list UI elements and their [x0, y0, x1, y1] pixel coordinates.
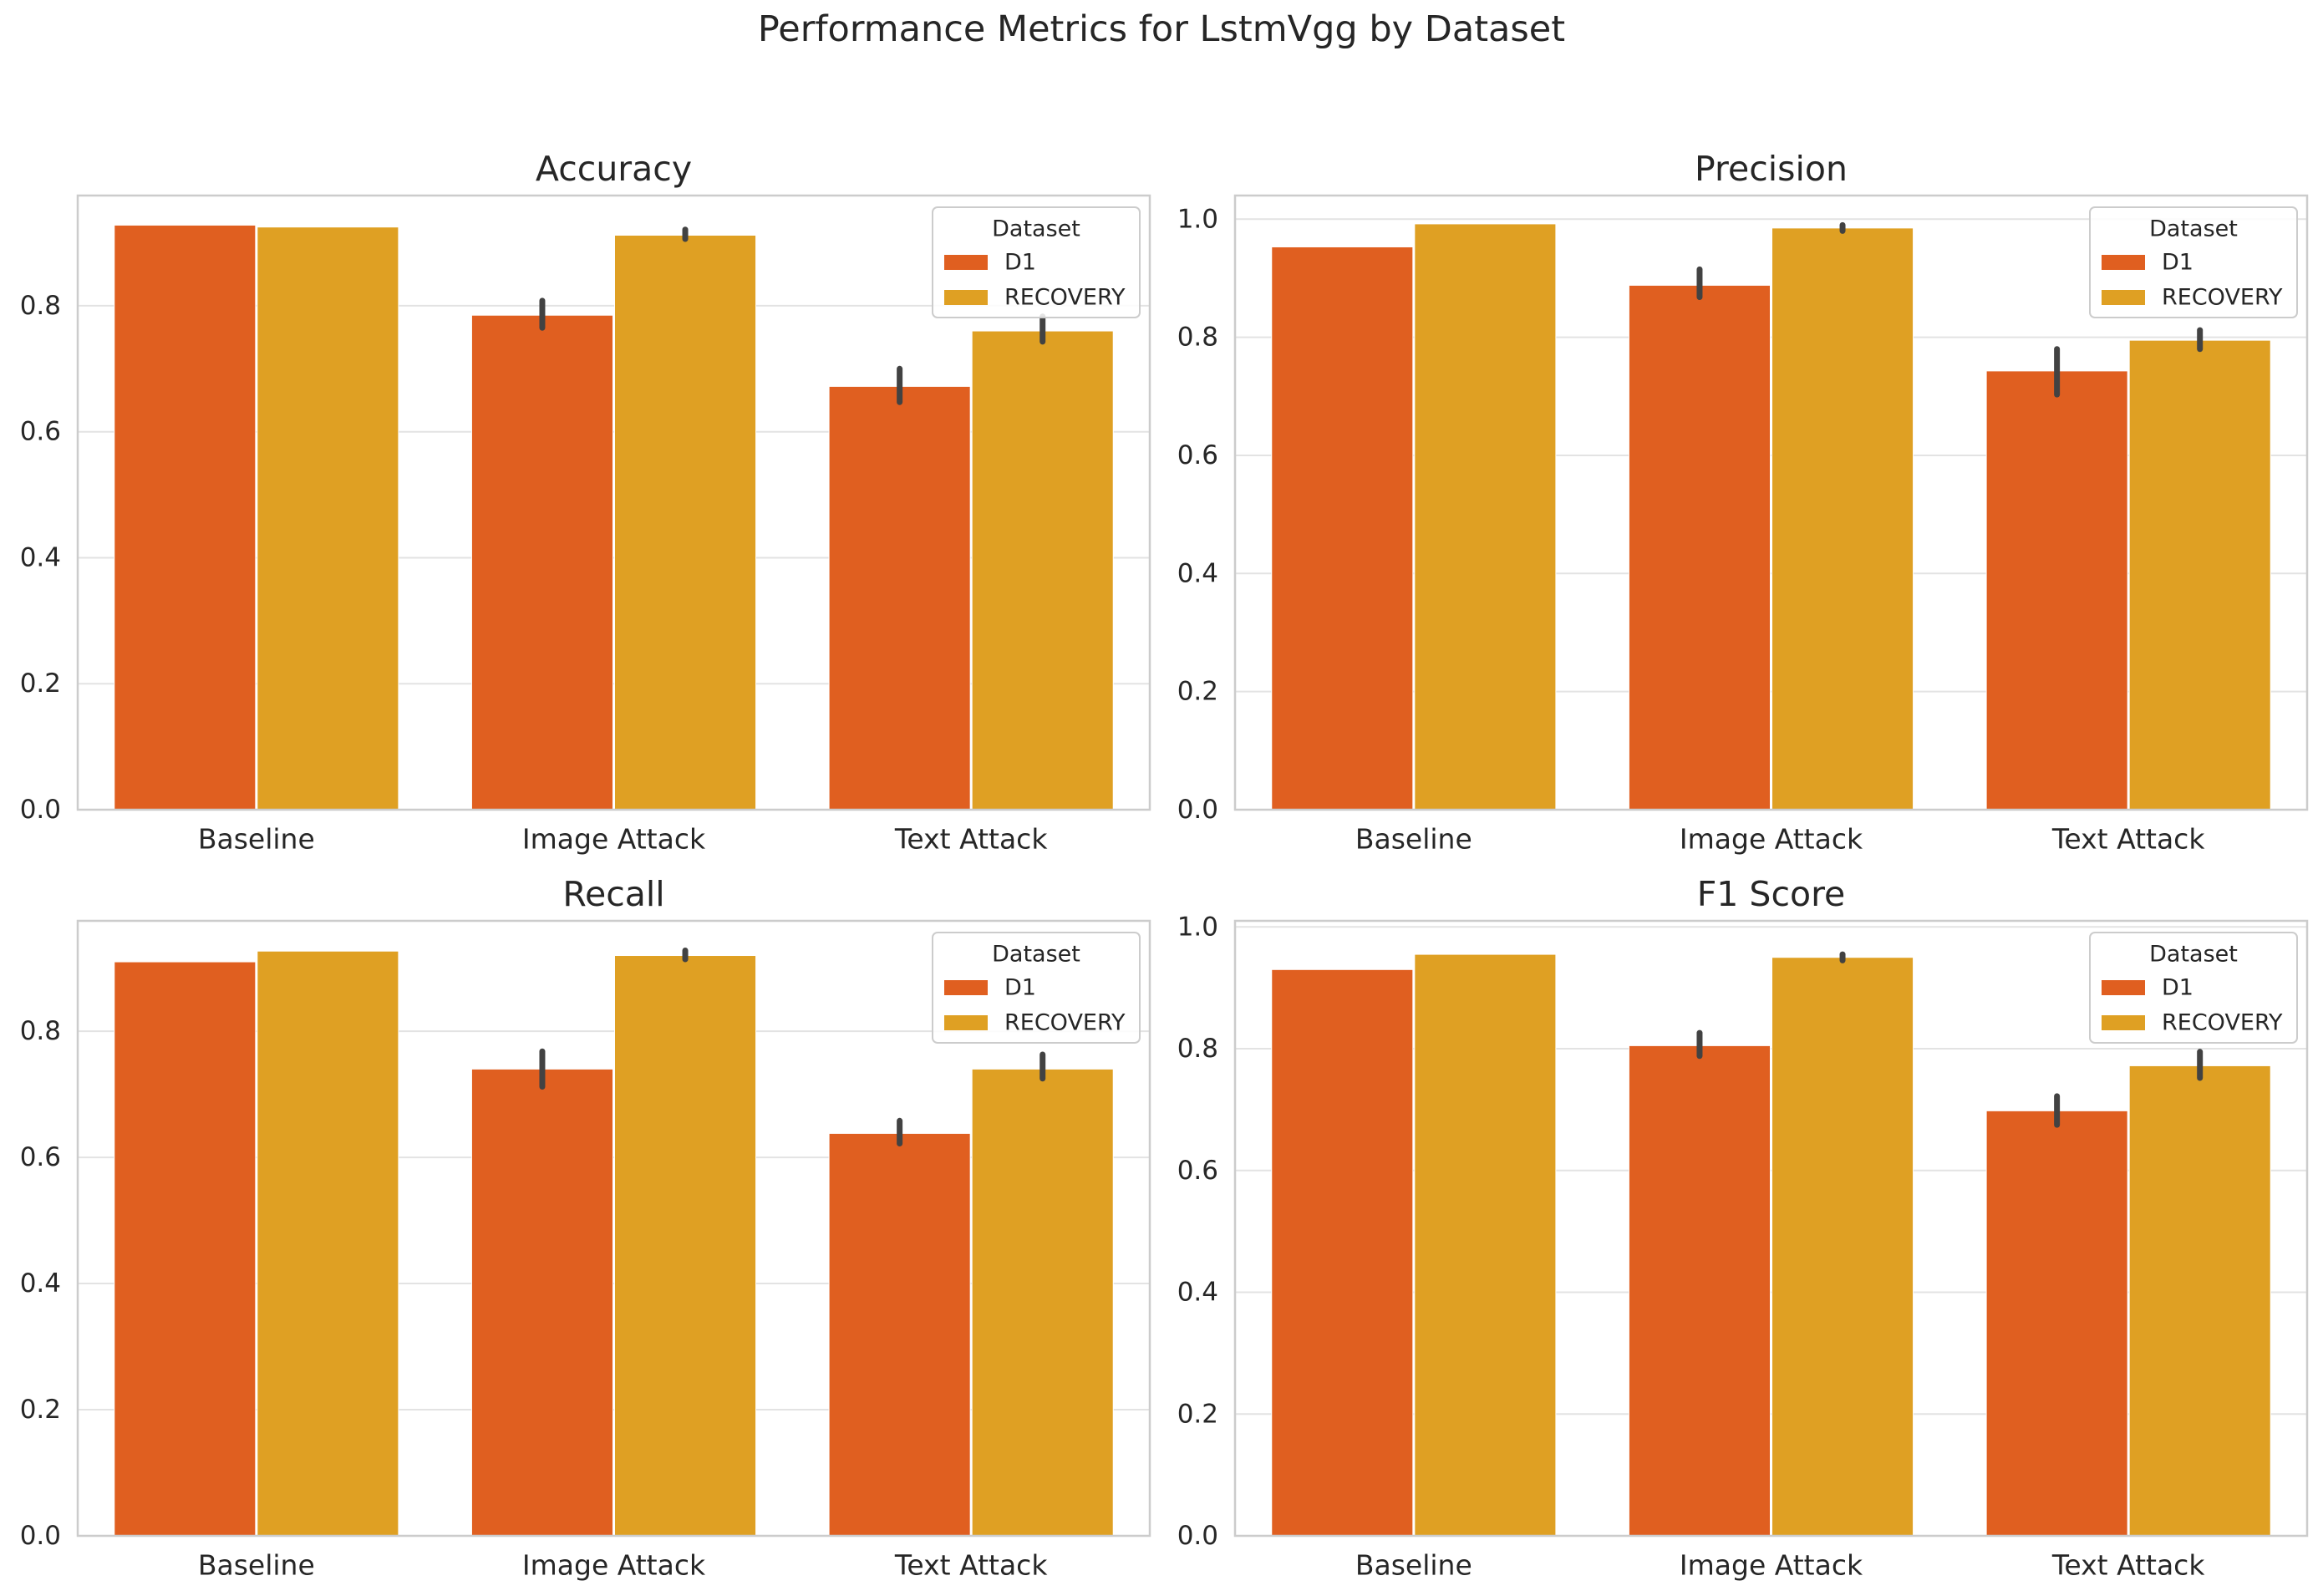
- bar-recovery: [2128, 339, 2271, 811]
- legend-swatch-recovery: [944, 1015, 988, 1030]
- y-tick-label: 0.2: [1177, 1399, 1218, 1429]
- chart-panel-1: 0.0 0.2 0.4 0.6 0.8 Baseline Image Attack Text …: [20, 149, 1151, 856]
- x-tick-label: Text Attack: [894, 823, 1048, 856]
- chart-panel-2: 0.0 0.2 0.4 0.6 0.8 1.0 Baseline Image Attack Te…: [1177, 149, 2309, 856]
- bar-recovery: [1771, 227, 1914, 811]
- legend: Dataset D1 RECOVERY: [2089, 206, 2298, 318]
- bar-d1: [1271, 246, 1414, 811]
- legend: Dataset D1 RECOVERY: [2089, 932, 2298, 1044]
- y-tick-label: 0.0: [20, 795, 61, 825]
- x-tick-label: Baseline: [198, 823, 315, 856]
- legend-title: Dataset: [2149, 942, 2238, 968]
- y-tick-label: 0.8: [20, 291, 61, 321]
- bar-d1: [828, 1132, 971, 1537]
- bar-recovery: [614, 955, 757, 1537]
- y-tick-label: 0.0: [1177, 795, 1218, 825]
- bar-recovery: [2128, 1065, 2271, 1537]
- y-tick-label: 0.6: [20, 1142, 61, 1172]
- bar-d1: [1985, 370, 2128, 811]
- y-tick-label: 0.8: [20, 1016, 61, 1046]
- x-tick-label: Baseline: [1355, 1549, 1472, 1582]
- axes-frame: [1233, 919, 2309, 1538]
- legend-title: Dataset: [2149, 216, 2238, 242]
- bar-d1: [1271, 968, 1414, 1537]
- legend-swatch-d1: [944, 255, 988, 270]
- x-tick-label: Text Attack: [894, 1549, 1048, 1582]
- x-tick-label: Image Attack: [1680, 823, 1863, 856]
- subplot-title: F1 Score: [1697, 874, 1846, 914]
- subplot-title: Recall: [562, 874, 664, 914]
- legend-label: RECOVERY: [1004, 1010, 1126, 1036]
- y-tick-label: 0.4: [20, 1268, 61, 1299]
- bar-d1: [114, 224, 257, 811]
- bar-recovery: [614, 234, 757, 811]
- y-tick-label: 0.2: [1177, 677, 1218, 707]
- y-tick-label: 0.4: [1177, 1278, 1218, 1308]
- y-tick-label: 0.8: [1177, 323, 1218, 353]
- axes-frame: [76, 919, 1151, 1538]
- x-tick-label: Text Attack: [2051, 1549, 2205, 1582]
- legend-label: D1: [2162, 975, 2193, 1001]
- legend-swatch-d1: [2102, 255, 2145, 270]
- legend-swatch-recovery: [2102, 290, 2145, 305]
- axes-frame: [76, 194, 1151, 811]
- legend: Dataset D1 RECOVERY: [932, 206, 1141, 318]
- legend-swatch-recovery: [2102, 1015, 2145, 1030]
- y-tick-label: 1.0: [1177, 912, 1218, 942]
- legend-title: Dataset: [992, 216, 1080, 242]
- bar-recovery: [257, 950, 399, 1537]
- x-tick-label: Image Attack: [1680, 1549, 1863, 1582]
- y-tick-label: 0.6: [1177, 1156, 1218, 1186]
- bar-d1: [1628, 284, 1771, 811]
- legend-label: D1: [1004, 250, 1036, 276]
- legend-swatch-d1: [2102, 980, 2145, 995]
- x-tick-label: Baseline: [1355, 823, 1472, 856]
- bar-d1: [470, 314, 614, 811]
- legend-label: RECOVERY: [1004, 285, 1126, 311]
- chart-panel-4: 0.0 0.2 0.4 0.6 0.8 1.0 Baseline Image Attack Te…: [1177, 874, 2309, 1582]
- legend-label: D1: [1004, 975, 1036, 1001]
- x-tick-label: Baseline: [198, 1549, 315, 1582]
- figure-title: Performance Metrics for LstmVgg by Datas…: [757, 8, 1566, 50]
- legend: Dataset D1 RECOVERY: [932, 932, 1141, 1044]
- legend-swatch-recovery: [944, 290, 988, 305]
- legend-label: RECOVERY: [2162, 1010, 2283, 1036]
- y-tick-label: 0.2: [20, 1395, 61, 1425]
- bar-recovery: [971, 1068, 1114, 1537]
- axes-frame: [1233, 194, 2309, 811]
- bar-d1: [470, 1068, 614, 1537]
- y-tick-label: 0.2: [20, 668, 61, 699]
- y-tick-label: 0.6: [1177, 440, 1218, 470]
- subplot-title: Accuracy: [536, 149, 692, 189]
- chart-panel-3: 0.0 0.2 0.4 0.6 0.8 Baseline Image Attack Text …: [20, 874, 1151, 1582]
- y-tick-label: 0.6: [20, 417, 61, 447]
- y-tick-label: 0.4: [1177, 558, 1218, 588]
- bar-recovery: [1414, 223, 1557, 811]
- y-tick-label: 0.0: [1177, 1521, 1218, 1551]
- bar-d1: [114, 961, 257, 1537]
- legend-label: RECOVERY: [2162, 285, 2283, 311]
- bar-d1: [1985, 1110, 2128, 1537]
- legend-swatch-d1: [944, 980, 988, 995]
- legend-title: Dataset: [992, 942, 1080, 968]
- bar-recovery: [971, 330, 1114, 811]
- x-tick-label: Text Attack: [2051, 823, 2205, 856]
- legend-label: D1: [2162, 250, 2193, 276]
- bar-d1: [828, 385, 971, 811]
- y-tick-label: 0.0: [20, 1521, 61, 1551]
- bar-d1: [1628, 1045, 1771, 1537]
- y-tick-label: 0.8: [1177, 1034, 1218, 1064]
- bar-recovery: [1771, 957, 1914, 1537]
- bar-recovery: [257, 226, 399, 811]
- bar-recovery: [1414, 953, 1557, 1537]
- y-tick-label: 1.0: [1177, 204, 1218, 234]
- subplot-title: Precision: [1695, 149, 1848, 189]
- x-tick-label: Image Attack: [522, 823, 706, 856]
- x-tick-label: Image Attack: [522, 1549, 706, 1582]
- y-tick-label: 0.4: [20, 542, 61, 572]
